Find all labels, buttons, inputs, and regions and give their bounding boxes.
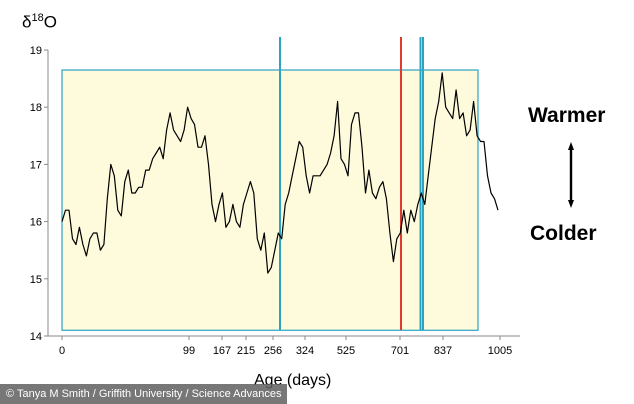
x-tick-label: 1005 (488, 345, 512, 357)
shaded-region (61, 69, 479, 331)
y-tick-label: 16 (30, 217, 42, 229)
warmer-label: Warmer (528, 104, 606, 127)
colder-label: Colder (530, 222, 597, 245)
y-tick-label: 18 (30, 102, 42, 114)
series-line (61, 72, 499, 274)
y-tick-label: 17 (30, 159, 42, 171)
x-tick-label: 215 (237, 345, 255, 357)
y-tick-label: 14 (30, 331, 42, 343)
y-tick-label: 15 (30, 274, 42, 286)
y-tick-label: 19 (30, 45, 42, 57)
x-tick-label: 0 (59, 345, 65, 357)
x-tick-label: 701 (391, 345, 409, 357)
x-tick-label: 167 (213, 345, 231, 357)
x-tick-label: 324 (296, 345, 314, 357)
x-tick-label: 525 (337, 345, 355, 357)
y-axis-label: δ18O (22, 12, 57, 32)
x-tick-label: 99 (183, 345, 195, 357)
x-tick-label: 837 (434, 345, 452, 357)
x-tick-label: 256 (264, 345, 282, 357)
image-credit: © Tanya M Smith / Griffith University / … (0, 384, 288, 404)
double-arrow-icon (568, 142, 574, 208)
